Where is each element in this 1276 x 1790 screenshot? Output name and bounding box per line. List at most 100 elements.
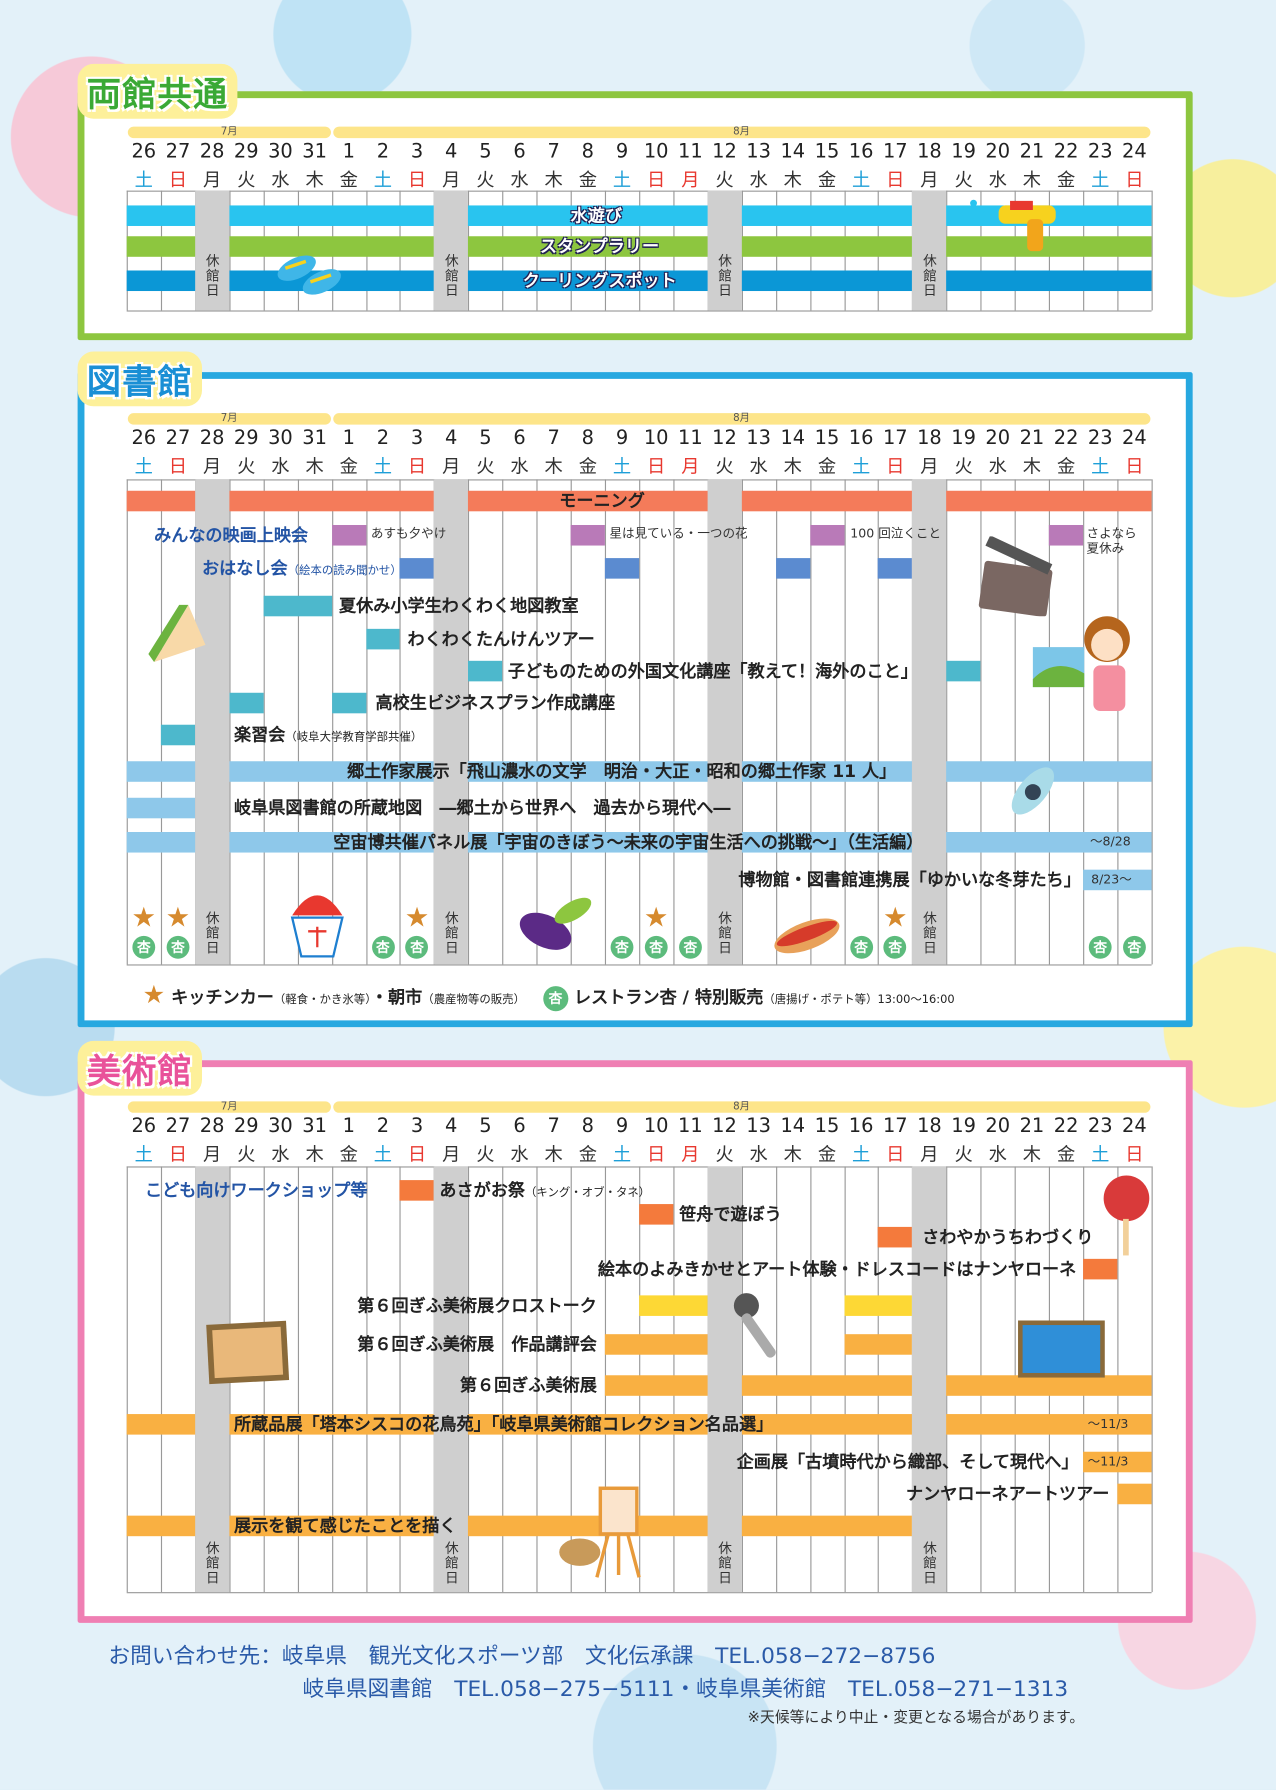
event-label-sasabune: 笹舟で遊ぼう — [679, 1204, 782, 1225]
weekday-label: 日 — [168, 168, 188, 191]
closed-day-label: 休館日 — [204, 1540, 221, 1586]
event-title: 第６回ぎふ美術展 作品講評会 — [357, 1334, 597, 1355]
event-bar-ohanashi — [399, 558, 435, 579]
footer-venues: 岐阜県図書館 TEL.058−275−5111・岐阜県美術館 TEL.058−2… — [302, 1676, 1069, 1702]
event-bar-foreign — [468, 660, 503, 682]
event-title: 水遊び — [570, 205, 623, 226]
day-number: 31 — [302, 1115, 327, 1138]
event-bar-cool — [126, 270, 1152, 292]
weekday-label: 金 — [339, 455, 358, 478]
day-number: 19 — [951, 1115, 976, 1138]
day-number: 10 — [643, 140, 669, 164]
closed-day-label: 休館日 — [204, 910, 221, 956]
weekday-label: 土 — [612, 455, 632, 478]
event-bar-cross — [844, 1295, 913, 1316]
weekday-label: 月 — [681, 1143, 700, 1166]
closed-day-label: 休館日 — [716, 1540, 733, 1586]
grid-line — [878, 479, 880, 965]
day-number: 23 — [1087, 140, 1113, 164]
weekday-label: 月 — [442, 168, 461, 191]
weekday-label: 水 — [510, 455, 529, 478]
painting-sea-icon — [1018, 1320, 1105, 1378]
event-label-ehon: 絵本のよみきかせとアート体験・ドレスコードはナンヤローネ — [598, 1259, 1076, 1280]
event-label-uchiwa: さわやかうちわづくり — [922, 1227, 1093, 1248]
closed-day-column — [195, 479, 230, 965]
weekday-label: 日 — [407, 168, 427, 191]
weekday-label: 木 — [1022, 1143, 1042, 1166]
grid-top-line — [126, 190, 1152, 192]
rocket-icon — [1011, 767, 1055, 815]
star-icon: ★ — [142, 981, 166, 1011]
event-title: スタンプラリー — [539, 236, 660, 257]
closed-day-column — [912, 1166, 947, 1593]
weekday-label: 土 — [134, 168, 153, 191]
weekday-label: 木 — [544, 168, 563, 191]
section-title-library: 図書館 — [77, 351, 203, 407]
closed-day-label: 休館日 — [443, 1540, 460, 1586]
weekday-label: 金 — [578, 168, 597, 191]
event-label-ws: こども向けワークショップ等 — [145, 1180, 368, 1201]
closed-day-column — [434, 1166, 469, 1593]
event-title: 第６回ぎふ美術展 — [459, 1375, 597, 1396]
weekday-label: 金 — [1056, 1143, 1076, 1166]
day-number: 17 — [882, 1115, 908, 1138]
weekday-label: 火 — [237, 455, 256, 478]
weekday-label: 木 — [783, 455, 802, 478]
grid-bottom-line — [126, 964, 1152, 966]
footer-note: ※天候等により中止・変更となる場合があります。 — [747, 1709, 1085, 1727]
weekday-label: 木 — [544, 455, 563, 478]
closed-day-column — [707, 190, 742, 311]
event-title: 展示を観て感じたことを描く — [233, 1515, 457, 1537]
anzu-restaurant-icon: 杏 — [1088, 935, 1112, 959]
legend-restaurant-note: （唐揚げ・ポテト等）13:00〜16:00 — [763, 994, 955, 1007]
event-label-morning: モーニング — [559, 491, 645, 512]
grid-line — [468, 479, 470, 965]
event-period-end: 〜8/28 — [1089, 834, 1131, 850]
day-number: 20 — [985, 1115, 1011, 1138]
weekday-label: 水 — [271, 1143, 290, 1166]
event-title: 笹舟で遊ぼう — [679, 1204, 782, 1225]
grid-line — [365, 1166, 367, 1593]
weekday-label: 土 — [373, 168, 393, 191]
day-number: 26 — [131, 1115, 157, 1138]
day-number: 14 — [780, 426, 806, 450]
day-number: 3 — [410, 426, 424, 450]
day-number: 30 — [268, 426, 293, 450]
day-number: 6 — [513, 140, 526, 164]
day-number: 31 — [302, 426, 327, 450]
day-number: 4 — [445, 140, 458, 164]
weekday-label: 火 — [237, 1143, 256, 1166]
month-bar-8: 8月 — [332, 1101, 1151, 1113]
day-number: 1 — [342, 1115, 355, 1138]
weekday-label: 土 — [1091, 168, 1110, 191]
day-number: 16 — [848, 140, 874, 164]
weekday-label: 水 — [749, 1143, 768, 1166]
month-bar-7: 7月 — [127, 126, 331, 139]
day-number: 27 — [165, 1115, 191, 1138]
day-number: 1 — [342, 140, 355, 164]
weekday-label: 水 — [749, 455, 768, 478]
day-number: 28 — [199, 426, 225, 450]
day-number: 27 — [165, 140, 191, 164]
event-bar-uchu — [126, 832, 1152, 853]
weekday-label: 月 — [202, 168, 222, 191]
day-number: 9 — [615, 426, 629, 450]
section-title-museum: 美術館 — [77, 1040, 203, 1096]
legend-morning-market: ・朝市 — [370, 987, 423, 1008]
weekday-label: 火 — [954, 455, 973, 478]
weekday-label: 火 — [715, 1143, 734, 1166]
weekday-label: 水 — [510, 168, 529, 191]
event-note: （岐阜大学教育学部共催） — [285, 731, 423, 745]
event-title: こども向けワークショップ等 — [144, 1180, 368, 1201]
day-number: 12 — [712, 1115, 737, 1138]
day-number: 7 — [547, 426, 560, 450]
weekday-label: 木 — [305, 1143, 324, 1166]
day-number: 23 — [1087, 1115, 1113, 1138]
event-label-fuyume: 博物館・図書館連携展「ゆかいな冬芽たち」 — [738, 870, 1080, 891]
day-number: 18 — [917, 426, 942, 450]
event-note: （絵本の読み聞かせ） — [287, 564, 402, 578]
grid-line — [639, 479, 641, 965]
closed-day-label: 休館日 — [443, 910, 460, 956]
star-icon: ★ — [165, 901, 191, 934]
grid-bottom-line — [126, 310, 1152, 312]
